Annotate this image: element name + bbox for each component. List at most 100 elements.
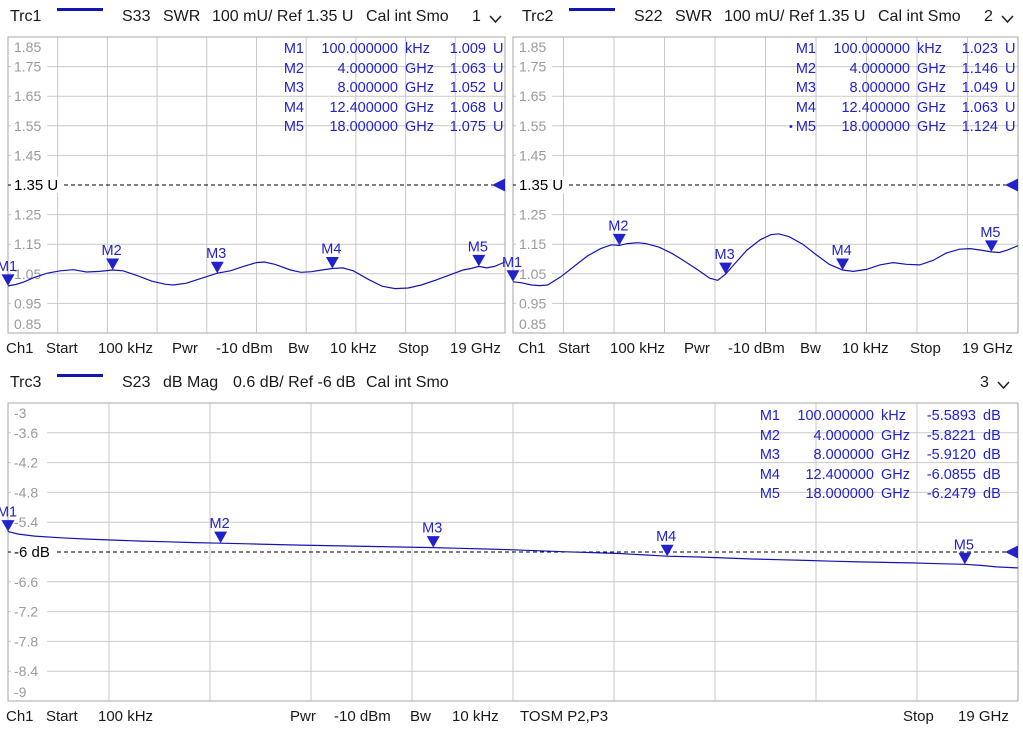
marker-m4-symbol[interactable] <box>660 544 674 557</box>
marker-row: M3 8.000000 GHz 1.049 U <box>780 79 1016 99</box>
active-marker-dot: • <box>788 121 793 134</box>
trc3-select-dropdown[interactable]: 3 <box>980 374 1011 392</box>
marker-m5-symbol[interactable] <box>958 552 972 565</box>
marker-m3-label: M3 <box>206 246 226 262</box>
svg-text:1.05: 1.05 <box>14 266 41 282</box>
trace-format: SWR <box>163 8 201 25</box>
marker-value: -5.8221 <box>926 427 976 444</box>
marker-m3-label: M3 <box>715 247 735 263</box>
measurement-trace <box>7 531 1019 569</box>
marker-m2-symbol[interactable] <box>106 258 120 270</box>
power-label: Pwr <box>684 340 710 357</box>
marker-value-unit: U <box>1005 119 1016 136</box>
start-label: Start <box>46 708 78 725</box>
marker-m1-symbol[interactable] <box>1 274 15 286</box>
marker-frequency: 8.000000 <box>337 80 398 97</box>
marker-name: M2 <box>268 60 304 80</box>
marker-frequency-unit: GHz <box>405 60 434 77</box>
trace-format: SWR <box>675 8 713 25</box>
stop-label: Stop <box>910 340 941 357</box>
marker-row: M1 100.000000 kHz 1.023 U <box>780 40 1016 60</box>
marker-value-unit: dB <box>983 408 1001 424</box>
trace-color-sample <box>57 374 103 377</box>
marker-value-unit: U <box>1005 99 1016 116</box>
marker-m2-label: M2 <box>608 218 628 234</box>
svg-text:1.35 U: 1.35 U <box>519 177 563 194</box>
stop-value: 19 GHz <box>962 340 1013 357</box>
svg-text:1.55: 1.55 <box>14 118 41 134</box>
bandwidth-label: Bw <box>288 340 309 357</box>
marker-frequency-unit: kHz <box>917 41 942 57</box>
svg-text:1.65: 1.65 <box>14 88 41 104</box>
trc2-plot-area: 1.85 1.75 1.65 1.55 1.45 1.35 U 1.25 1.15 1.05 0.… <box>502 36 1019 334</box>
marker-m2-label: M2 <box>102 243 122 259</box>
marker-name: M3 <box>744 446 780 466</box>
marker-name: • M5 <box>788 119 816 136</box>
marker-m3-symbol[interactable] <box>719 262 733 275</box>
bandwidth-value: 10 kHz <box>452 708 499 725</box>
bandwidth-value: 10 kHz <box>330 340 377 357</box>
marker-value: 1.052 <box>449 80 486 97</box>
marker-frequency-unit: GHz <box>917 60 946 77</box>
svg-text:-4.8: -4.8 <box>14 484 38 500</box>
reference-level-arrow-icon <box>1005 178 1018 192</box>
trc3-header: Trc3 S23 dB Mag 0.6 dB/ Ref -6 dB Cal in… <box>0 366 1023 402</box>
svg-text:-7.8: -7.8 <box>14 633 38 649</box>
svg-text:1.85: 1.85 <box>519 39 546 55</box>
marker-row: M5 18.000000 GHz -6.2479 dB <box>744 485 1001 505</box>
marker-value-unit: dB <box>983 466 1001 483</box>
trace-scale: 100 mU/ Ref 1.35 U <box>724 8 866 25</box>
chevron-down-icon <box>997 381 1010 390</box>
start-value: 100 kHz <box>98 708 154 725</box>
trc2-header: Trc2 S22 SWR 100 mU/ Ref 1.35 U Cal int … <box>512 0 1023 36</box>
marker-value: 1.068 <box>449 99 486 116</box>
trace-color-sample <box>57 8 103 11</box>
marker-m2-symbol[interactable] <box>214 531 228 544</box>
marker-name: M5 <box>268 118 304 138</box>
channel-label: Ch1 <box>6 708 34 725</box>
marker-value-unit: U <box>493 41 504 57</box>
svg-text:1.15: 1.15 <box>519 236 546 252</box>
marker-frequency-unit: GHz <box>405 99 434 116</box>
bandwidth-label: Bw <box>410 708 431 725</box>
marker-m1-symbol[interactable] <box>506 270 520 282</box>
marker-m1-symbol[interactable] <box>1 520 15 532</box>
trc2-select-dropdown[interactable]: 2 <box>984 8 1015 26</box>
marker-m3-symbol[interactable] <box>426 536 440 548</box>
marker-frequency-unit: GHz <box>881 486 910 503</box>
channel-label: Ch1 <box>6 340 34 357</box>
marker-frequency-unit: GHz <box>917 80 946 97</box>
start-label: Start <box>46 340 78 357</box>
marker-m4-symbol[interactable] <box>836 258 850 270</box>
marker-row: M3 8.000000 GHz -5.9120 dB <box>744 446 1001 466</box>
marker-m5-label: M5 <box>954 537 974 553</box>
marker-frequency-unit: GHz <box>881 427 910 444</box>
svg-text:1.75: 1.75 <box>519 59 546 75</box>
svg-text:1.45: 1.45 <box>519 147 546 163</box>
marker-frequency-unit: kHz <box>405 41 430 57</box>
trace-number: 3 <box>980 374 989 391</box>
svg-text:-8.4: -8.4 <box>14 663 38 679</box>
power-label: Pwr <box>172 340 198 357</box>
trc1-select-dropdown[interactable]: 1 <box>472 8 503 26</box>
svg-text:1.45: 1.45 <box>14 147 41 163</box>
svg-text:1.65: 1.65 <box>519 88 546 104</box>
marker-m4-symbol[interactable] <box>325 256 339 269</box>
marker-m3-symbol[interactable] <box>210 261 224 274</box>
bandwidth-label: Bw <box>800 340 821 357</box>
marker-frequency-unit: GHz <box>881 447 910 464</box>
ch1-stimulus-bar-trc3: Ch1 Start 100 kHz Pwr -10 dBm Bw 10 kHz … <box>0 702 1023 732</box>
marker-row: M5 18.000000 GHz 1.075 U <box>268 118 504 138</box>
start-value: 100 kHz <box>610 340 666 357</box>
marker-name: M3 <box>268 79 304 99</box>
marker-value-unit: U <box>493 119 504 136</box>
marker-m2-symbol[interactable] <box>612 233 626 246</box>
marker-row: • M5 18.000000 GHz 1.124 U <box>780 118 1016 138</box>
marker-name: M4 <box>780 99 816 119</box>
trc1-marker-table: M1 100.000000 kHz 1.009 U M2 4.000000 GH… <box>268 40 504 138</box>
marker-m5-symbol[interactable] <box>984 240 998 252</box>
power-label: Pwr <box>290 708 316 725</box>
marker-m1-label: M1 <box>0 505 17 521</box>
marker-frequency-unit: GHz <box>405 119 434 136</box>
marker-m5-symbol[interactable] <box>472 254 486 267</box>
